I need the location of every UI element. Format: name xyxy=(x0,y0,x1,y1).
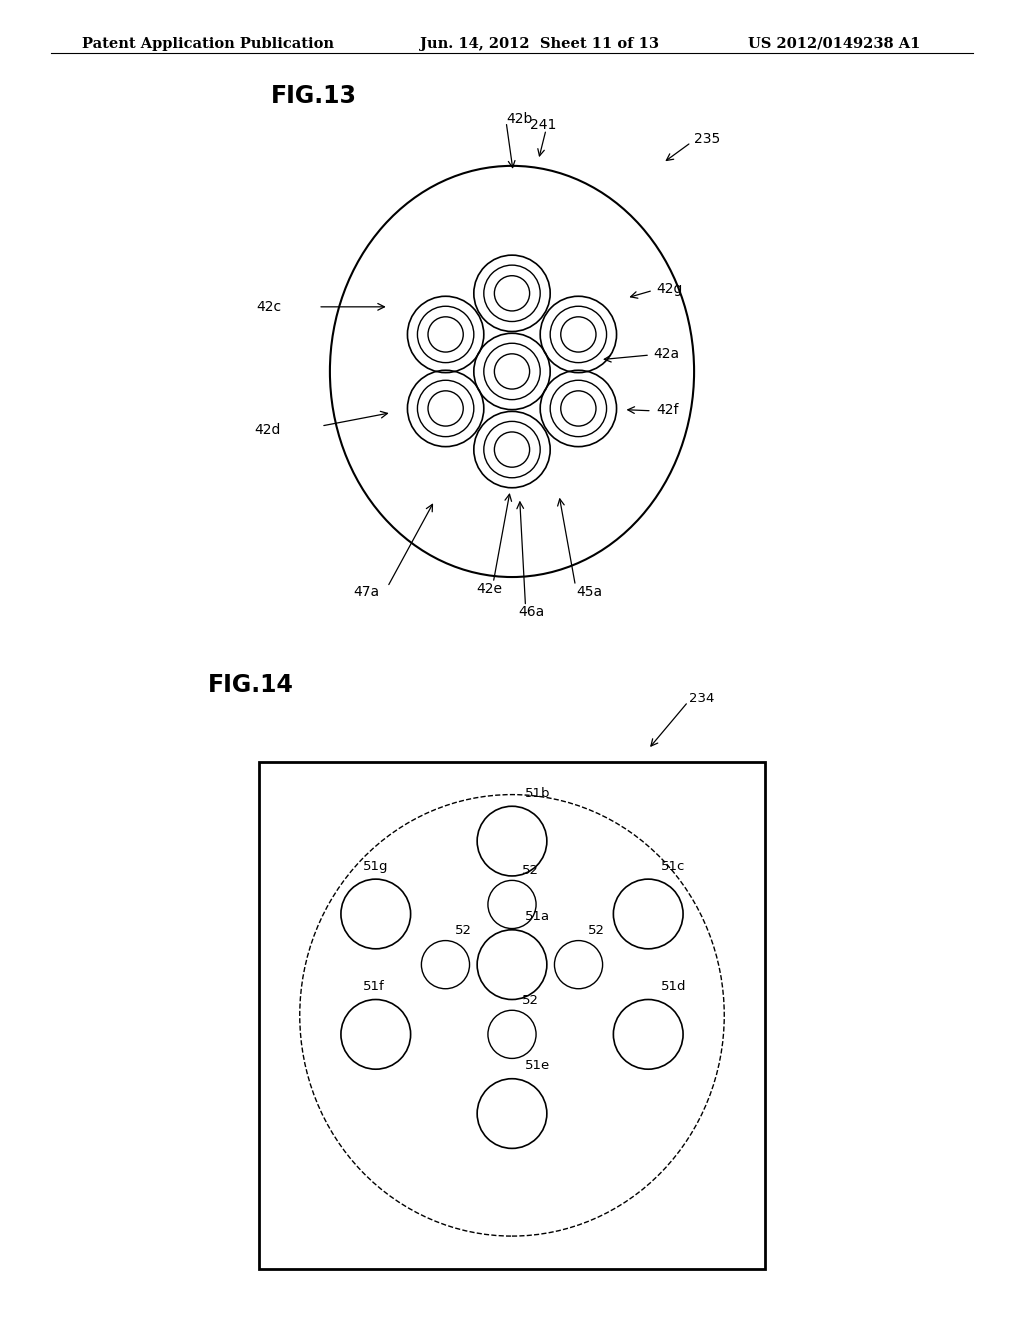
Text: 52: 52 xyxy=(521,865,539,878)
Text: 42d: 42d xyxy=(255,424,282,437)
Text: 51f: 51f xyxy=(364,981,385,993)
Text: 51a: 51a xyxy=(524,911,550,924)
Text: 42a: 42a xyxy=(653,347,679,360)
Text: 42c: 42c xyxy=(256,300,282,314)
Text: Patent Application Publication: Patent Application Publication xyxy=(82,37,334,51)
Text: 241: 241 xyxy=(529,117,556,132)
Text: 47a: 47a xyxy=(353,585,380,599)
Text: FIG.14: FIG.14 xyxy=(208,673,294,697)
Text: 42f: 42f xyxy=(656,403,679,417)
Bar xyxy=(258,762,765,1269)
Text: 52: 52 xyxy=(455,924,472,937)
Text: 42b: 42b xyxy=(506,112,532,125)
Text: 52: 52 xyxy=(588,924,605,937)
Text: 51b: 51b xyxy=(524,787,550,800)
Text: 46a: 46a xyxy=(518,606,544,619)
Text: US 2012/0149238 A1: US 2012/0149238 A1 xyxy=(748,37,920,51)
Text: 51g: 51g xyxy=(364,859,388,873)
Text: 51d: 51d xyxy=(660,981,686,993)
Text: 51c: 51c xyxy=(660,859,685,873)
Text: 51e: 51e xyxy=(524,1060,550,1072)
Text: 42e: 42e xyxy=(477,582,503,595)
Text: 234: 234 xyxy=(689,692,715,705)
Text: Jun. 14, 2012  Sheet 11 of 13: Jun. 14, 2012 Sheet 11 of 13 xyxy=(420,37,658,51)
Text: 235: 235 xyxy=(694,132,720,147)
Text: 45a: 45a xyxy=(577,585,603,599)
Text: FIG.13: FIG.13 xyxy=(271,83,357,108)
Text: 42g: 42g xyxy=(656,282,682,296)
Text: 52: 52 xyxy=(521,994,539,1007)
